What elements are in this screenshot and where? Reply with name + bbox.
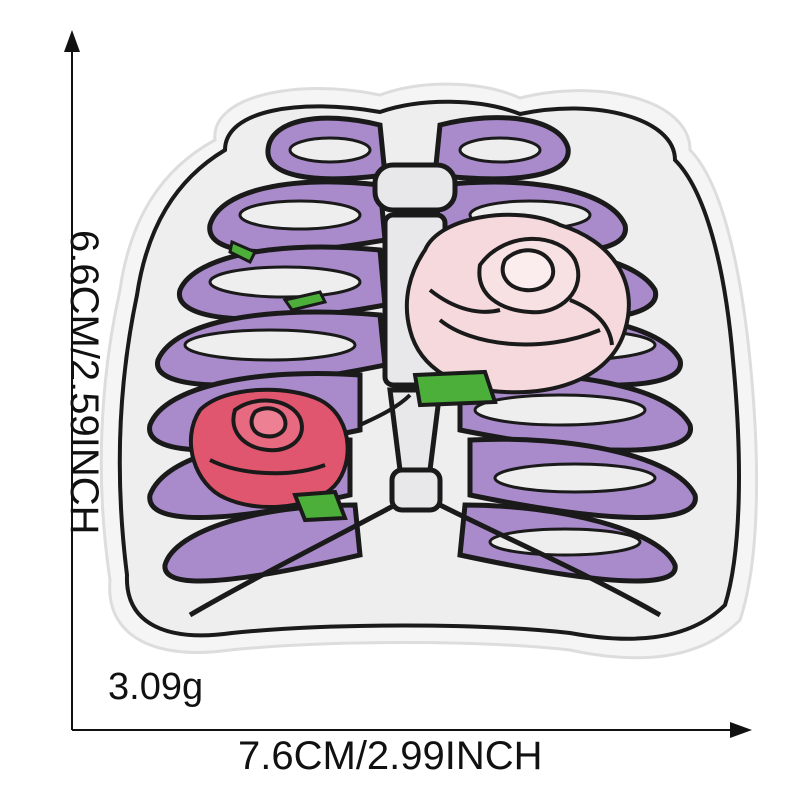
horizontal-dimension-arrow [72, 722, 752, 738]
pink-rose-leaf [359, 369, 498, 427]
weight-label: 3.09g [108, 666, 204, 708]
costal-arch [188, 502, 662, 618]
small-leaves [228, 239, 328, 312]
red-rose [189, 387, 350, 509]
vertical-dimension-arrow [64, 30, 80, 730]
pink-rose [404, 212, 631, 395]
height-dimension-wrap: 6.6CM/2.59INCH [62, 230, 106, 610]
width-dimension-label: 7.6CM/2.99INCH [238, 734, 543, 778]
red-rose-leaf [292, 489, 348, 523]
height-dimension-label: 6.6CM/2.59INCH [62, 230, 106, 535]
